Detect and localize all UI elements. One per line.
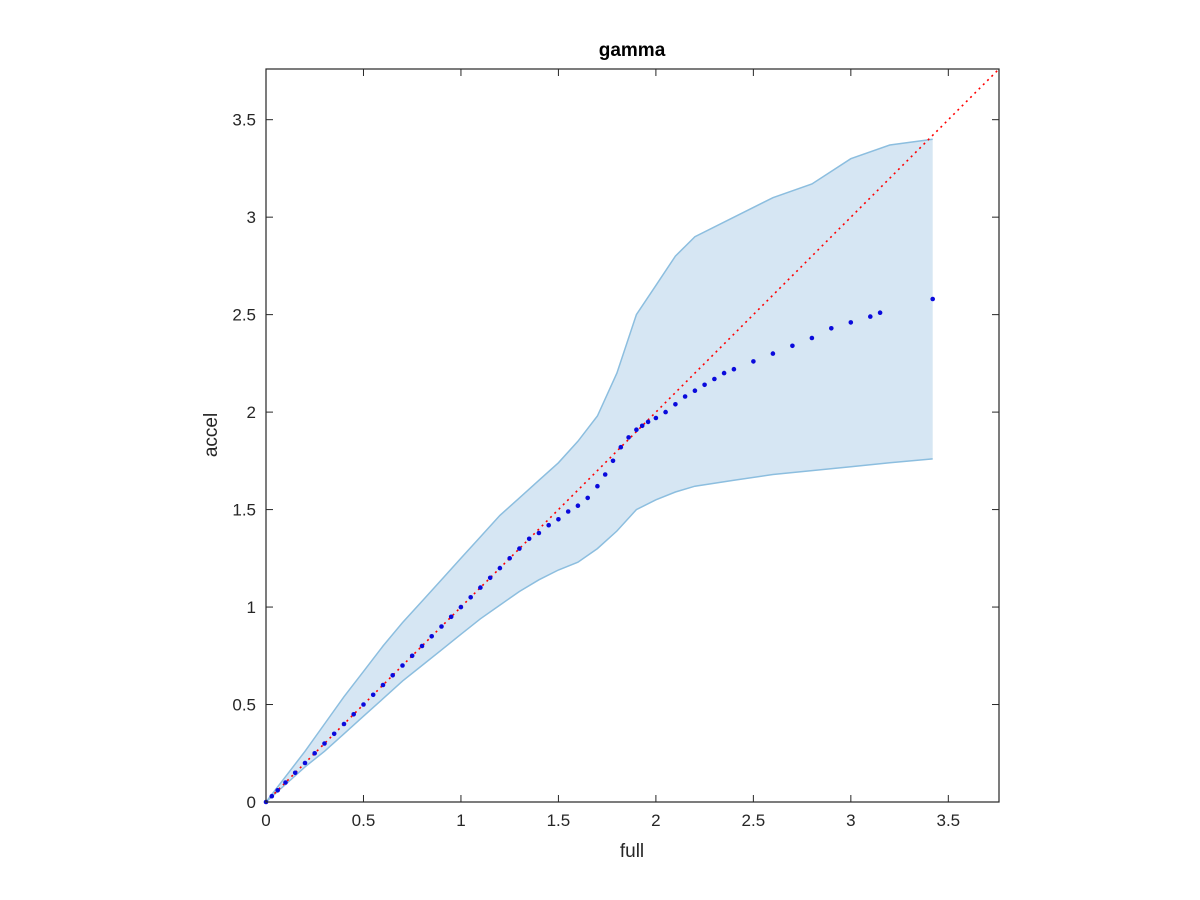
data-point xyxy=(351,712,357,717)
x-tick-label: 2.5 xyxy=(742,811,766,830)
data-point xyxy=(312,751,318,756)
data-point xyxy=(497,565,503,571)
x-tick-label: 0 xyxy=(261,811,270,830)
data-point xyxy=(409,653,415,659)
data-point xyxy=(468,595,474,600)
data-point xyxy=(370,692,376,698)
data-point xyxy=(322,741,327,746)
x-tick-label: 0.5 xyxy=(352,811,376,830)
data-point xyxy=(634,427,639,433)
x-tick-label: 1.5 xyxy=(547,811,571,830)
data-point xyxy=(673,402,678,407)
y-tick-label: 2.5 xyxy=(232,306,256,325)
data-point xyxy=(585,495,590,501)
confidence-band-fill xyxy=(266,139,933,802)
data-point xyxy=(526,536,532,542)
confidence-band xyxy=(265,138,933,803)
y-tick-label: 1.5 xyxy=(232,501,256,520)
data-point xyxy=(626,435,631,440)
data-point xyxy=(721,370,727,376)
data-point xyxy=(546,522,551,528)
data-point xyxy=(487,575,493,581)
data-point xyxy=(877,310,883,316)
data-points xyxy=(263,296,935,805)
data-point xyxy=(400,663,405,668)
data-point xyxy=(602,472,608,477)
data-point xyxy=(595,483,600,489)
y-tick-label: 0 xyxy=(247,793,256,812)
data-point xyxy=(507,556,512,561)
data-point xyxy=(292,770,298,776)
data-point xyxy=(302,760,308,766)
data-point xyxy=(930,296,935,302)
y-tick-label: 0.5 xyxy=(232,696,256,715)
y-tick-label: 3.5 xyxy=(232,111,256,130)
data-point xyxy=(439,624,444,629)
data-point xyxy=(575,503,581,509)
data-point xyxy=(731,366,737,372)
data-point xyxy=(565,509,571,514)
x-tick-label: 3.5 xyxy=(936,811,960,830)
data-point xyxy=(653,415,659,421)
x-tick-label: 1 xyxy=(456,811,465,830)
data-point xyxy=(331,731,337,737)
data-point xyxy=(770,351,776,356)
data-point xyxy=(751,359,756,364)
data-point xyxy=(458,604,464,610)
chart-title: gamma xyxy=(599,40,666,61)
x-axis-ticks: 0 0.5 1 1.5 2 2.5 3 3.5 xyxy=(261,69,960,830)
y-tick-label: 1 xyxy=(247,598,256,617)
data-point xyxy=(702,382,707,388)
data-point xyxy=(712,376,717,382)
data-point xyxy=(868,314,873,319)
data-point xyxy=(692,388,698,394)
data-point xyxy=(269,793,275,799)
data-point xyxy=(448,614,454,620)
y-axis-label: accel xyxy=(201,413,222,457)
data-point xyxy=(283,780,288,785)
data-point xyxy=(390,673,396,678)
y-tick-label: 3 xyxy=(247,208,256,227)
data-point xyxy=(341,721,347,727)
data-point xyxy=(829,326,834,331)
confidence-band-upper-edge xyxy=(265,138,933,803)
x-tick-label: 3 xyxy=(846,811,855,830)
data-point xyxy=(429,634,435,639)
y-tick-label: 2 xyxy=(247,403,256,422)
axes-frame xyxy=(265,68,1000,803)
data-point xyxy=(645,419,651,425)
data-point xyxy=(809,335,815,341)
data-point xyxy=(663,409,668,415)
data-point xyxy=(361,702,366,707)
data-point xyxy=(380,682,386,688)
data-point xyxy=(275,788,281,793)
y-axis-ticks: 0 0.5 1 1.5 2 2.5 3 3.5 xyxy=(232,111,999,812)
data-point xyxy=(478,585,483,590)
data-point xyxy=(682,394,688,399)
confidence-band-lower-edge xyxy=(265,458,933,803)
data-point xyxy=(610,458,616,464)
data-point xyxy=(517,546,522,551)
x-tick-label: 2 xyxy=(651,811,660,830)
data-point xyxy=(639,423,645,429)
data-point xyxy=(848,320,854,325)
data-point xyxy=(790,343,795,349)
data-point xyxy=(419,643,425,649)
data-point xyxy=(618,444,624,450)
data-point xyxy=(536,530,542,536)
x-axis-label: full xyxy=(620,841,644,862)
data-point xyxy=(556,517,561,522)
